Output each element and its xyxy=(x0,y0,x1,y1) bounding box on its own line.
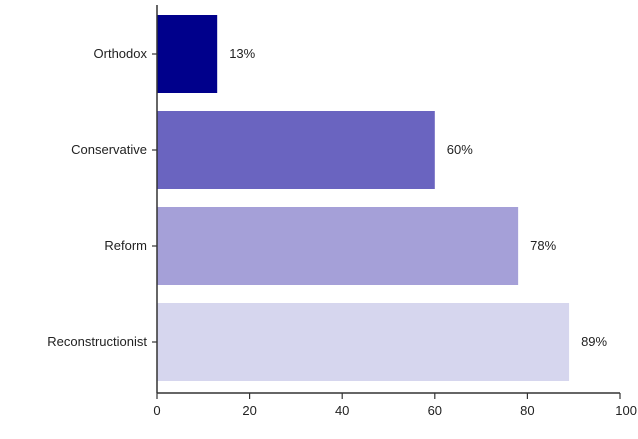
labels-layer: Orthodox 13% Conservative 60% Reform 78% Recon… xyxy=(47,46,637,418)
x-tick-label-20: 20 xyxy=(242,403,256,418)
x-tick-label-40: 40 xyxy=(335,403,349,418)
bars-layer xyxy=(157,15,570,381)
bar-reform xyxy=(157,207,519,285)
x-tick-label-80: 80 xyxy=(520,403,534,418)
value-label-reform: 78% xyxy=(530,238,556,253)
bar-reconstructionist xyxy=(157,303,570,381)
x-tick-label-60: 60 xyxy=(428,403,442,418)
value-label-conservative: 60% xyxy=(447,142,473,157)
category-label-conservative: Conservative xyxy=(71,142,147,157)
value-label-orthodox: 13% xyxy=(229,46,255,61)
axes-layer xyxy=(152,5,621,399)
category-label-reconstructionist: Reconstructionist xyxy=(47,334,147,349)
x-tick-label-100: 100 xyxy=(615,403,637,418)
value-label-reconstructionist: 89% xyxy=(581,334,607,349)
category-label-reform: Reform xyxy=(104,238,147,253)
bar-conservative xyxy=(157,111,435,189)
x-tick-label-0: 0 xyxy=(153,403,160,418)
category-label-orthodox: Orthodox xyxy=(94,46,148,61)
bar-orthodox xyxy=(157,15,218,93)
